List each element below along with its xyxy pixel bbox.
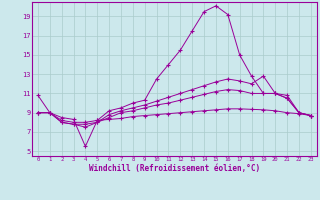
X-axis label: Windchill (Refroidissement éolien,°C): Windchill (Refroidissement éolien,°C) (89, 164, 260, 173)
